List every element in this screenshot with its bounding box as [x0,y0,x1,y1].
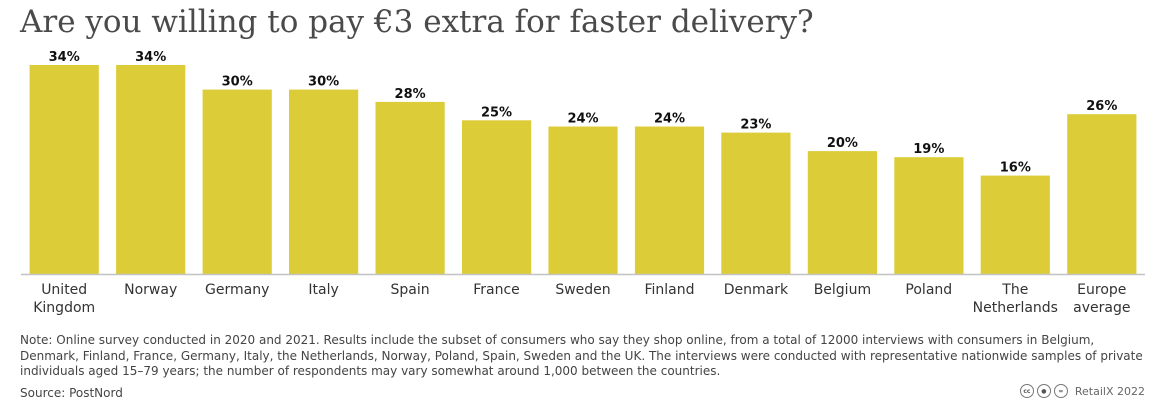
category-label: Spain [391,282,430,298]
value-label: 28% [395,87,426,102]
value-label: 30% [308,75,339,90]
bar [375,101,445,275]
no-derivatives-icon: = [1053,384,1068,398]
bar [634,126,705,274]
category-label: Denmark [724,282,789,298]
category-label: Germany [205,282,269,298]
bar [202,89,272,274]
chart-title: Are you willing to pay €3 extra for fast… [20,4,814,40]
credit: cc ● = RetailX 2022 [1019,384,1145,398]
value-label: 19% [913,142,944,157]
category-label: Belgium [814,282,871,298]
bar [289,89,359,274]
value-label: 24% [654,112,685,127]
category-label: Sweden [555,282,610,298]
value-label: 24% [567,112,598,127]
bar [980,175,1050,274]
category-label: Europe average [1073,282,1130,316]
value-label: 34% [49,50,80,65]
value-label: 30% [222,75,253,90]
bar [807,151,877,274]
category-label: Finland [644,282,694,298]
bar [1067,114,1137,274]
credit-text: RetailX 2022 [1074,384,1145,398]
source-text: Source: PostNord [20,386,123,400]
bar [29,65,99,274]
footnote: Note: Online survey conducted in 2020 an… [20,333,1143,378]
value-label: 20% [827,136,858,151]
value-label: 25% [481,105,512,120]
bar-chart: 34% United Kingdom 34% Norway 30% Germany 30% It… [21,50,1145,316]
category-label: The Netherlands [973,282,1058,316]
bar [548,126,618,274]
value-label: 23% [740,118,771,133]
bar [894,157,964,274]
value-label: 16% [1000,161,1031,176]
category-label: Norway [124,282,177,298]
category-label: France [473,282,520,298]
category-label: United Kingdom [33,282,95,316]
bar [116,65,186,274]
cc-icon: cc [1019,384,1034,398]
value-label: 34% [135,50,166,65]
category-label: Poland [905,282,952,298]
bar [462,120,532,274]
category-label: Italy [308,282,338,298]
value-label: 26% [1086,99,1117,114]
bar [721,132,791,274]
attribution-icon: ● [1036,384,1051,398]
